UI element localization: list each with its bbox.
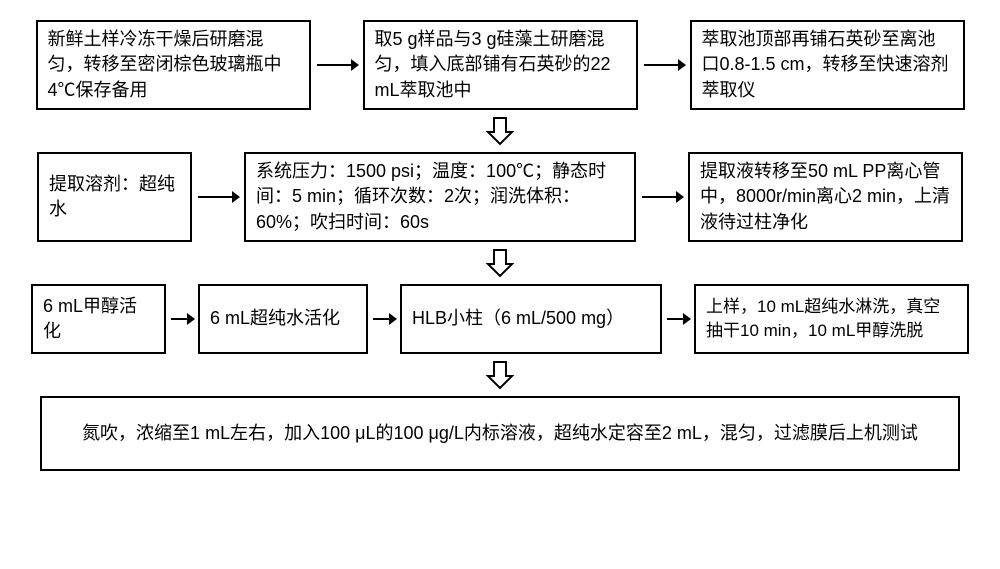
step-grind-fill: 取5 g样品与3 g硅藻土研磨混匀，填入底部铺有石英砂的22 mL萃取池中 — [363, 20, 638, 110]
step-text: 上样，10 mL超纯水淋洗，真空抽干10 min，10 mL甲醇洗脱 — [706, 295, 957, 343]
arrow-right — [636, 152, 688, 242]
row-3: 6 mL甲醇活化 6 mL超纯水活化 HLB小柱（6 mL/500 mg） 上样… — [30, 284, 970, 354]
step-text: 提取溶剂：超纯水 — [49, 172, 180, 222]
arrow-right — [662, 309, 694, 329]
arrow-right — [192, 152, 244, 242]
step-system-params: 系统压力：1500 psi；温度：100℃；静态时间：5 min；循环次数：2次… — [244, 152, 636, 242]
step-text: 6 mL甲醇活化 — [43, 294, 154, 344]
step-methanol-activate: 6 mL甲醇活化 — [31, 284, 166, 354]
arrow-right — [368, 309, 400, 329]
step-solvent: 提取溶剂：超纯水 — [37, 152, 192, 242]
row-4: 氮吹，浓缩至1 mL左右，加入100 μL的100 μg/L内标溶液，超纯水定容… — [30, 396, 970, 471]
row-1: 新鲜土样冷冻干燥后研磨混匀，转移至密闭棕色玻璃瓶中4℃保存备用 取5 g样品与3… — [30, 20, 970, 110]
step-text: 新鲜土样冷冻干燥后研磨混匀，转移至密闭棕色玻璃瓶中4℃保存备用 — [48, 27, 299, 103]
step-text: 取5 g样品与3 g硅藻土研磨混匀，填入底部铺有石英砂的22 mL萃取池中 — [375, 27, 626, 103]
arrow-down — [30, 360, 970, 390]
step-text: HLB小柱（6 mL/500 mg） — [412, 306, 650, 331]
arrow-down — [30, 116, 970, 146]
step-sample-prep: 新鲜土样冷冻干燥后研磨混匀，转移至密闭棕色玻璃瓶中4℃保存备用 — [36, 20, 311, 110]
arrow-right — [638, 20, 690, 110]
step-water-activate: 6 mL超纯水活化 — [198, 284, 368, 354]
step-final-concentrate: 氮吹，浓缩至1 mL左右，加入100 μL的100 μg/L内标溶液，超纯水定容… — [40, 396, 960, 471]
step-text: 系统压力：1500 psi；温度：100℃；静态时间：5 min；循环次数：2次… — [256, 159, 624, 235]
row-2: 提取溶剂：超纯水 系统压力：1500 psi；温度：100℃；静态时间：5 mi… — [30, 152, 970, 242]
arrow-down — [30, 248, 970, 278]
step-text: 6 mL超纯水活化 — [210, 306, 356, 331]
step-quartz-transfer: 萃取池顶部再铺石英砂至离池口0.8-1.5 cm，转移至快速溶剂萃取仪 — [690, 20, 965, 110]
step-centrifuge: 提取液转移至50 mL PP离心管中，8000r/min离心2 min，上清液待… — [688, 152, 963, 242]
step-text: 萃取池顶部再铺石英砂至离池口0.8-1.5 cm，转移至快速溶剂萃取仪 — [702, 27, 953, 103]
arrow-right — [311, 20, 363, 110]
arrow-right — [166, 309, 198, 329]
step-text: 氮吹，浓缩至1 mL左右，加入100 μL的100 μg/L内标溶液，超纯水定容… — [52, 421, 948, 446]
step-load-rinse-elute: 上样，10 mL超纯水淋洗，真空抽干10 min，10 mL甲醇洗脱 — [694, 284, 969, 354]
step-text: 提取液转移至50 mL PP离心管中，8000r/min离心2 min，上清液待… — [700, 159, 951, 235]
step-hlb-column: HLB小柱（6 mL/500 mg） — [400, 284, 662, 354]
